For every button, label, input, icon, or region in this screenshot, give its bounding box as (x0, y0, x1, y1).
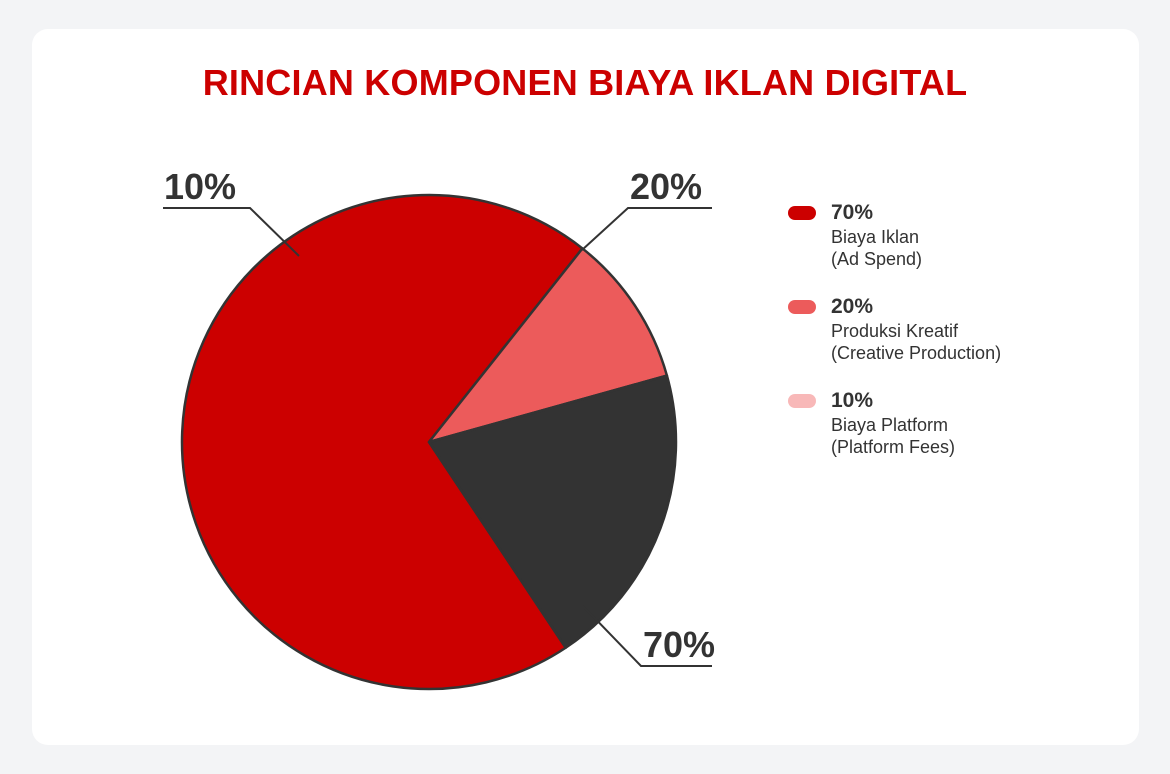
pie-slice-platform (427, 374, 678, 649)
leader-line-ad-spend (582, 605, 712, 667)
chart-title: RINCIAN KOMPONEN BIAYA IKLAN DIGITAL (202, 62, 968, 103)
legend-percent: 70% (831, 201, 874, 224)
legend-item-creative: 20% Produksi Kreatif (Creative Productio… (788, 294, 1148, 364)
legend-sublabel: (Ad Spend) (831, 249, 923, 269)
legend-sublabel: (Platform Fees) (831, 437, 956, 457)
legend-label: Biaya Iklan (831, 227, 920, 247)
legend-label: Produksi Kreatif (831, 321, 959, 341)
leader-line-creative (163, 207, 300, 257)
slice-label-ad-spend: 70% (643, 624, 715, 665)
slice-label-creative: 10% (164, 166, 236, 207)
pie-slice-creative (427, 247, 669, 444)
legend-percent: 10% (831, 389, 874, 412)
legend-item-ad-spend: 70% Biaya Iklan (Ad Spend) (788, 200, 1148, 270)
slice-label-platform: 20% (630, 166, 702, 207)
legend-swatch-platform (788, 394, 816, 408)
legend-item-platform: 10% Biaya Platform (Platform Fees) (788, 388, 1148, 458)
leader-line-platform (581, 207, 712, 251)
legend-sublabel: (Creative Production) (831, 343, 1002, 363)
legend-label: Biaya Platform (831, 415, 949, 435)
pie-slice-ad_spend (180, 193, 584, 691)
legend: 70% Biaya Iklan (Ad Spend) 20% Produksi … (788, 200, 1148, 482)
legend-swatch-ad-spend (788, 206, 816, 220)
legend-percent: 20% (831, 295, 874, 318)
legend-swatch-creative (788, 300, 816, 314)
